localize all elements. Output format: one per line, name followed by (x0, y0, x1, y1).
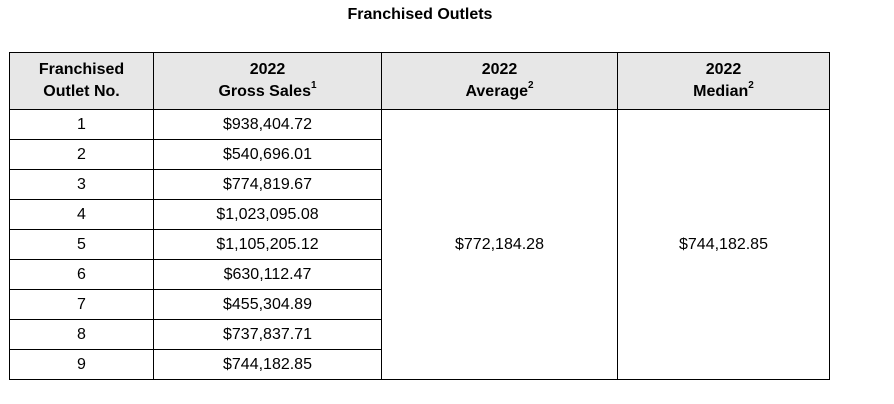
table-row: 3 $774,819.67 (9, 169, 830, 200)
gross-sales-cell: $1,023,095.08 (153, 199, 382, 230)
footnote-marker: 2 (528, 79, 534, 91)
gross-sales-cell: $540,696.01 (153, 139, 382, 170)
gross-sales-cell: $744,182.85 (153, 349, 382, 380)
outlet-no-cell: 6 (9, 259, 154, 290)
median-cell: $744,182.85 (617, 109, 830, 380)
header-outlet-no-line2: Outlet No. (43, 83, 120, 100)
table-row: 9 $744,182.85 (9, 349, 830, 380)
average-cell: $772,184.28 (381, 109, 618, 380)
outlet-no-cell: 7 (9, 289, 154, 320)
table-row: 1 $938,404.72 $772,184.28 $744,182.85 (9, 109, 830, 380)
header-median: 2022 Median2 (617, 52, 830, 110)
table-row: 6 $630,112.47 (9, 259, 830, 290)
page-title: Franchised Outlets (347, 6, 493, 23)
gross-sales-cell: $737,837.71 (153, 319, 382, 350)
header-outlet-no: Franchised Outlet No. (9, 52, 154, 110)
footnote-marker: 2 (748, 79, 754, 91)
outlet-no-cell: 8 (9, 319, 154, 350)
header-median-line1: 2022 (705, 61, 742, 78)
gross-sales-cell: $774,819.67 (153, 169, 382, 200)
gross-sales-cell: $630,112.47 (153, 259, 382, 290)
outlet-no-cell: 3 (9, 169, 154, 200)
table-row: 8 $737,837.71 (9, 319, 830, 350)
header-row: Franchised Outlet No. 2022 Gross Sales1 … (9, 52, 830, 110)
table-row: 5 $1,105,205.12 (9, 229, 830, 260)
gross-sales-cell: $938,404.72 (153, 109, 382, 140)
outlet-no-cell: 5 (9, 229, 154, 260)
outlet-no-cell: 4 (9, 199, 154, 230)
gross-sales-cell: $455,304.89 (153, 289, 382, 320)
header-outlet-no-line1: Franchised (38, 61, 125, 78)
table-row: 4 $1,023,095.08 (9, 199, 830, 230)
header-average-line2: Average (465, 83, 528, 100)
outlet-no-cell: 9 (9, 349, 154, 380)
header-gross-sales-line2: Gross Sales (218, 83, 311, 100)
footnote-marker: 1 (310, 79, 317, 91)
franchised-outlets-table: Franchised Outlet No. 2022 Gross Sales 1 … (9, 52, 830, 380)
header-average: 2022 Average2 (381, 52, 618, 110)
header-gross-sales: 2022 Gross Sales1 (153, 52, 382, 110)
header-gross-sales-line1: 2022 (249, 61, 286, 78)
gross-sales-cell: $1,105,205.12 (153, 229, 382, 260)
table-row: 7 $455,304.89 (9, 289, 830, 320)
header-average-line1: 2022 (481, 61, 518, 78)
outlet-no-cell: 2 (9, 139, 154, 170)
outlet-no-cell: 1 (9, 109, 154, 140)
header-median-line2: Median (693, 83, 749, 100)
